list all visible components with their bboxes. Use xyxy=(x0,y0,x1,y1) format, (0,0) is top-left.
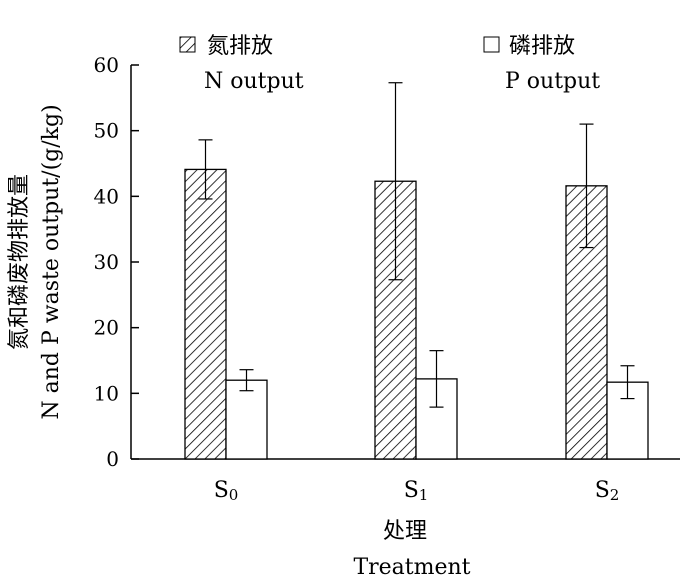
bar-p-output-S0 xyxy=(225,379,268,460)
error-bars xyxy=(198,82,635,408)
x-tick-label-subscript: 1 xyxy=(419,486,429,504)
legend: 氮排放 N output 磷排放 P output xyxy=(179,34,600,94)
legend-label-p-cn: 磷排放 xyxy=(509,34,575,59)
y-tick-label: 10 xyxy=(94,381,119,405)
x-tick-label-subscript: 2 xyxy=(610,486,620,504)
legend-label-n-en: N output xyxy=(204,69,304,94)
legend-label-p-en: P output xyxy=(505,69,600,94)
x-tick-label-base: S xyxy=(214,478,229,503)
y-tick-label: 50 xyxy=(94,119,119,143)
x-axis-title-cn: 处理 xyxy=(383,519,427,544)
y-axis-title-cn: 氮和磷废物排放量 xyxy=(7,174,32,350)
y-tick-label: 30 xyxy=(94,250,119,274)
x-tick-label-base: S xyxy=(595,478,610,503)
bar-n-output-S0 xyxy=(184,168,227,460)
y-tick-label: 20 xyxy=(94,316,119,340)
x-tick-label-base: S xyxy=(404,478,419,503)
x-tick-label: S0 xyxy=(214,478,239,504)
x-tick-label: S2 xyxy=(595,478,620,504)
legend-label-n-cn: 氮排放 xyxy=(207,34,273,59)
bars xyxy=(184,168,649,460)
y-ticks: 0 10 20 30 40 50 60 xyxy=(94,53,139,471)
y-tick-label: 60 xyxy=(94,53,119,77)
x-axis-title-en: Treatment xyxy=(353,555,470,580)
legend-swatch-n-output xyxy=(179,36,196,53)
legend-swatch-p-output xyxy=(483,36,500,53)
x-tick-label: S1 xyxy=(404,478,429,504)
y-tick-label: 0 xyxy=(106,447,119,471)
y-axis-title-en: N and P waste output/(g/kg) xyxy=(39,104,64,419)
x-tick-label-subscript: 0 xyxy=(229,486,239,504)
y-tick-label: 40 xyxy=(94,184,119,208)
